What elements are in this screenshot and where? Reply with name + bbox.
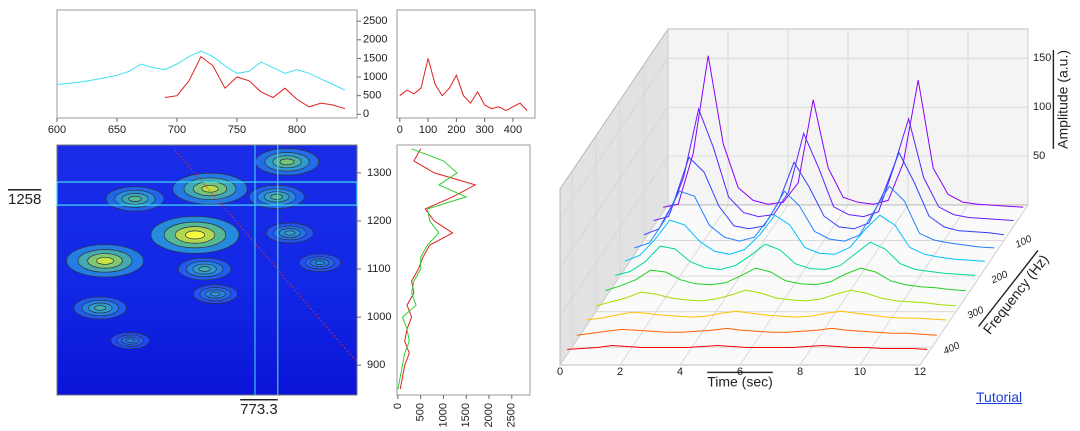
waterfall-trace <box>643 151 1005 236</box>
grid-line <box>559 106 669 268</box>
y-tick-label: 0 <box>363 108 369 120</box>
z-axis-title: Amplitude (a.u.) <box>1055 50 1071 149</box>
profile-line <box>56 50 346 91</box>
x-tick-label: 0 <box>397 124 403 136</box>
x-tick-label: 750 <box>228 124 246 136</box>
grid-line <box>559 58 669 219</box>
x-tick-label: 0 <box>557 366 563 378</box>
waterfall-trace <box>586 310 947 321</box>
y-tick-label: 1200 <box>367 215 391 227</box>
z-tick-label: 100 <box>1033 101 1051 113</box>
y-tick-label: 1000 <box>363 71 387 83</box>
cursor-y-label: 1258 <box>8 191 41 208</box>
waterfall-trace <box>624 214 985 262</box>
waterfall-trace <box>576 327 937 336</box>
contour-ring <box>125 338 135 343</box>
waterfall-trace <box>567 344 928 350</box>
x-tick-label: 2 <box>617 366 623 378</box>
contour-ring <box>94 305 107 311</box>
grid-line <box>859 204 969 366</box>
grid-line <box>919 204 1029 366</box>
x-tick-label: 10 <box>854 366 866 378</box>
x-tick-label: 4 <box>677 366 683 378</box>
grid-line <box>559 204 669 366</box>
grid-line <box>799 204 909 366</box>
waterfall-trace <box>653 107 1014 221</box>
profile-line <box>399 58 528 112</box>
x-tick-label: 8 <box>797 366 803 378</box>
contour-ring <box>201 184 219 193</box>
y-tick-label: 400 <box>942 340 962 357</box>
y-axis-title: Frequency (Hz) <box>980 251 1052 337</box>
x-tick-label: 400 <box>504 124 522 136</box>
waterfall-trace <box>634 185 995 249</box>
x-tick-label: 700 <box>168 124 186 136</box>
x-tick-label: 600 <box>48 124 66 136</box>
grid-line <box>559 155 669 317</box>
x-tick-label: 800 <box>288 124 306 136</box>
grid-line <box>619 204 729 366</box>
y-tick-label: 1100 <box>367 263 391 275</box>
y-tick-label: 900 <box>367 359 385 371</box>
y-tick-label: 100 <box>1014 233 1034 250</box>
x-tick-label: 12 <box>914 366 926 378</box>
profile-line <box>397 148 468 390</box>
profile-line <box>164 55 346 110</box>
y-tick-label: 1500 <box>363 52 387 64</box>
waterfall-trace <box>663 55 1024 208</box>
x-tick-label: 1000 <box>437 403 449 427</box>
contour-ring <box>210 291 221 297</box>
tutorial-link[interactable]: Tutorial <box>976 389 1023 405</box>
contour-ring <box>279 158 295 166</box>
contour-ring <box>270 194 284 200</box>
x-tick-label: 100 <box>419 124 437 136</box>
cursor-band <box>56 181 358 206</box>
z-tick-label: 150 <box>1033 52 1051 64</box>
y-tick-label: 1300 <box>367 167 391 179</box>
x-tick-label: 0 <box>392 403 404 409</box>
contour-ring <box>128 195 142 202</box>
y-tick-label: 2500 <box>363 15 387 27</box>
contour-ring <box>284 230 296 236</box>
y-tick-label: 200 <box>989 269 1010 287</box>
plot-frame <box>396 9 536 119</box>
x-tick-label: 1500 <box>460 403 472 427</box>
x-tick-label: 500 <box>415 403 427 421</box>
plot-frame <box>56 9 358 119</box>
x-tick-label: 2000 <box>483 403 495 427</box>
z-tick-label: 50 <box>1033 150 1045 162</box>
waterfall-trace <box>595 289 957 307</box>
waterfall-trace <box>605 267 966 292</box>
grid-line <box>679 204 789 366</box>
x-tick-label: 200 <box>447 124 465 136</box>
x-tick-label: 2500 <box>506 403 518 427</box>
contour-ring <box>314 260 325 266</box>
cursor-x-label: 773.3 <box>240 401 278 418</box>
x-tick-label: 300 <box>475 124 493 136</box>
x-axis-title: Time (sec) <box>707 374 773 390</box>
grid-line <box>739 204 849 366</box>
y-tick-label: 500 <box>363 90 381 102</box>
contour-ring <box>96 256 114 265</box>
contour-ring <box>198 266 211 272</box>
y-tick-label: 300 <box>966 305 986 322</box>
x-tick-label: 6 <box>737 366 743 378</box>
profile-line <box>399 148 477 390</box>
waterfall-trace <box>615 241 976 276</box>
y-tick-label: 2000 <box>363 34 387 46</box>
plot-frame <box>396 144 531 396</box>
contour-ring <box>184 230 206 240</box>
y-tick-label: 1000 <box>367 311 391 323</box>
x-tick-label: 650 <box>108 124 126 136</box>
